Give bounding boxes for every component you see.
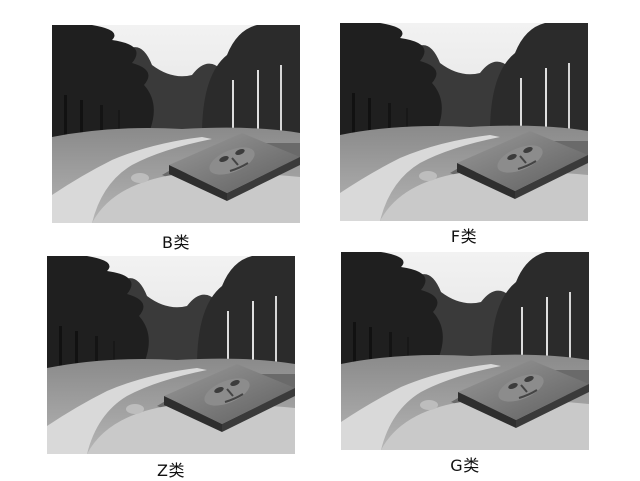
caption: B类 — [162, 233, 190, 252]
park-sculpture-photo — [340, 23, 588, 221]
caption: F类 — [450, 227, 478, 246]
park-sculpture-photo — [341, 252, 589, 450]
caption: Z类 — [157, 461, 185, 480]
park-sculpture-photo — [52, 25, 300, 223]
caption: G类 — [450, 456, 480, 475]
park-sculpture-photo — [47, 256, 295, 454]
